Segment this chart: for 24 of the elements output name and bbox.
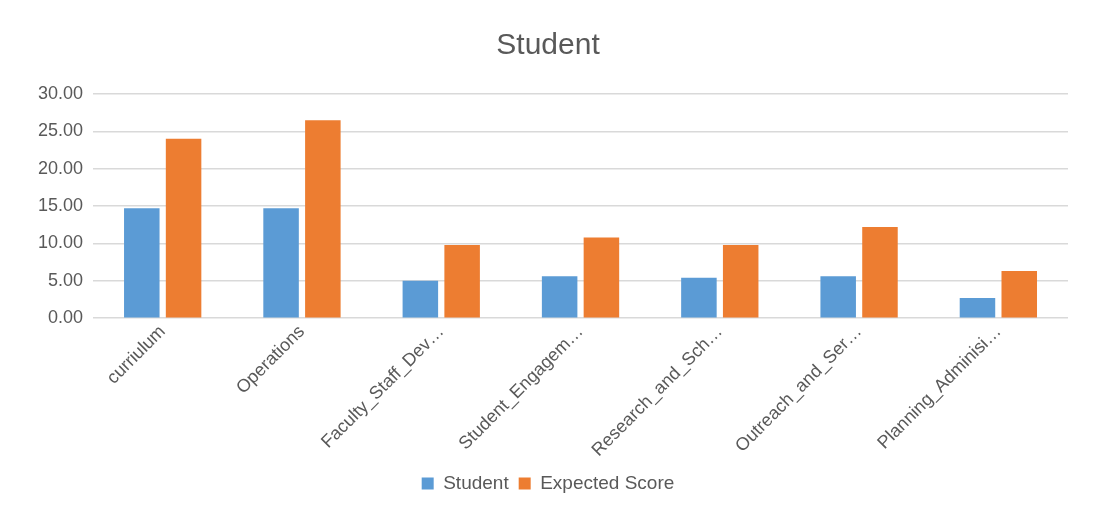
bar — [541, 276, 578, 318]
chart-title: Student — [496, 27, 601, 61]
y-tick-label: 0.00 — [48, 307, 84, 328]
bar — [722, 244, 759, 318]
bar — [959, 298, 996, 318]
y-tick-label: 10.00 — [38, 232, 84, 253]
bar — [305, 120, 341, 318]
bar — [263, 208, 299, 318]
y-tick-label: 5.00 — [48, 269, 84, 290]
y-tick-label: 25.00 — [38, 120, 84, 141]
y-tick-label: 15.00 — [38, 195, 84, 216]
bar — [444, 244, 480, 318]
bar — [402, 280, 439, 318]
bar — [124, 208, 160, 318]
bar — [681, 277, 717, 318]
y-tick-label: 30.00 — [38, 82, 84, 103]
bar — [820, 276, 856, 318]
legend-label: Expected Score — [540, 471, 675, 493]
y-tick-label: 20.00 — [38, 157, 84, 178]
bar — [1001, 271, 1038, 318]
bar — [583, 237, 620, 318]
legend-label: Student — [443, 471, 510, 493]
bar — [862, 227, 898, 318]
bar — [165, 138, 202, 318]
